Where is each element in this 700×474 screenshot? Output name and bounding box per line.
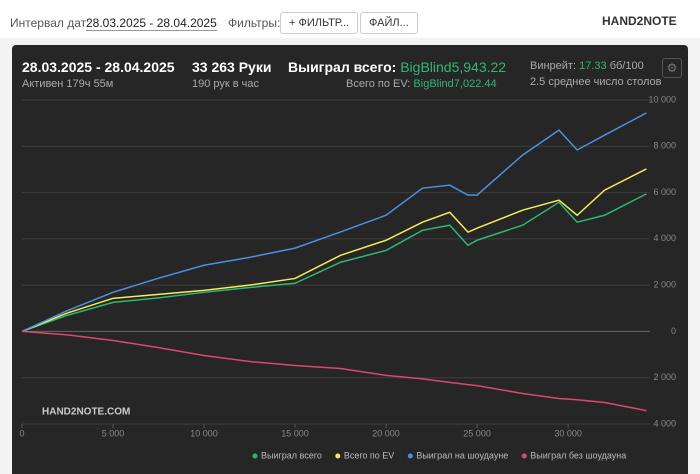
series-line xyxy=(21,168,647,333)
y-tick-label: 0 xyxy=(671,326,676,336)
winrate-unit: бб/100 xyxy=(609,60,644,72)
legend-label: Выиграл на шоудауне xyxy=(416,450,508,460)
watermark: HAND2NOTE.COM xyxy=(42,407,130,418)
x-tick-label: 10 000 xyxy=(190,428,218,438)
chart: HAND2NOTE.COM 4 000 2 000 0 2 000 4 000 6 000… xyxy=(19,94,676,460)
winrate-label: Винрейт: xyxy=(530,60,577,72)
series-line xyxy=(21,112,647,333)
ev-value: BigBlind7,022.44 xyxy=(413,78,497,90)
date-label: Интервал дат: xyxy=(10,16,90,30)
period: 28.03.2025 - 28.04.2025 xyxy=(22,59,175,75)
hands-per-hour: 190 рук в час xyxy=(192,78,260,90)
settings-button[interactable]: ⚙ xyxy=(662,58,682,78)
logo: HAND2NOTE xyxy=(602,14,677,28)
x-tick-label: 30 000 xyxy=(554,428,582,438)
y-tick-label: 2 000 xyxy=(653,280,676,290)
legend-label: Выиграл всего xyxy=(261,450,322,460)
active-time: Активен 179ч 55м xyxy=(22,78,114,90)
won-total: Выиграл всего: BigBlind5,943.22 xyxy=(288,59,506,75)
x-tick-label: 25 000 xyxy=(463,428,491,438)
won-label: Выиграл всего: xyxy=(288,59,397,75)
y-tick-label: 6 000 xyxy=(653,187,676,197)
hands: 33 263 Руки xyxy=(192,59,272,75)
legend-marker xyxy=(335,453,341,459)
series-line xyxy=(21,330,647,412)
x-tick-label: 0 xyxy=(19,428,24,438)
legend-label: Выиграл без шоудауна xyxy=(530,450,626,460)
won-value: BigBlind5,943.22 xyxy=(400,59,507,75)
y-tick-label: 2 000 xyxy=(653,372,676,382)
y-tick-label: 4 000 xyxy=(653,418,676,428)
filter-button-text: ФИЛЬТР... xyxy=(298,17,350,29)
filter-button[interactable]: + ФИЛЬТР... xyxy=(280,12,359,34)
tables: 2.5 среднее число столов xyxy=(530,76,662,88)
x-tick-label: 20 000 xyxy=(372,428,400,438)
x-tick-label: 5 000 xyxy=(102,428,125,438)
y-tick-label: 8 000 xyxy=(653,141,676,151)
legend-marker xyxy=(252,453,258,459)
stats-panel: 28.03.2025 - 28.04.2025 Активен 179ч 55м… xyxy=(12,45,688,474)
y-tick-label: 4 000 xyxy=(653,233,676,243)
x-tick-label: 15 000 xyxy=(281,428,309,438)
winrate: Винрейт: 17.33 бб/100 xyxy=(530,60,644,72)
legend-marker xyxy=(407,453,413,459)
legend-label: Всего по EV xyxy=(344,450,394,460)
ev-total: Всего по EV: BigBlind7,022.44 xyxy=(346,78,497,90)
filters-label: Фильтры: xyxy=(228,16,281,30)
winrate-value: 17.33 xyxy=(579,60,607,72)
series-line xyxy=(21,193,647,333)
file-button[interactable]: ФАЙЛ... xyxy=(360,12,418,34)
ev-label: Всего по EV: xyxy=(346,78,411,90)
legend-marker xyxy=(521,453,527,459)
date-picker[interactable]: 28.03.2025 - 28.04.2025 xyxy=(86,16,217,31)
y-tick-label: 10 000 xyxy=(648,94,676,104)
